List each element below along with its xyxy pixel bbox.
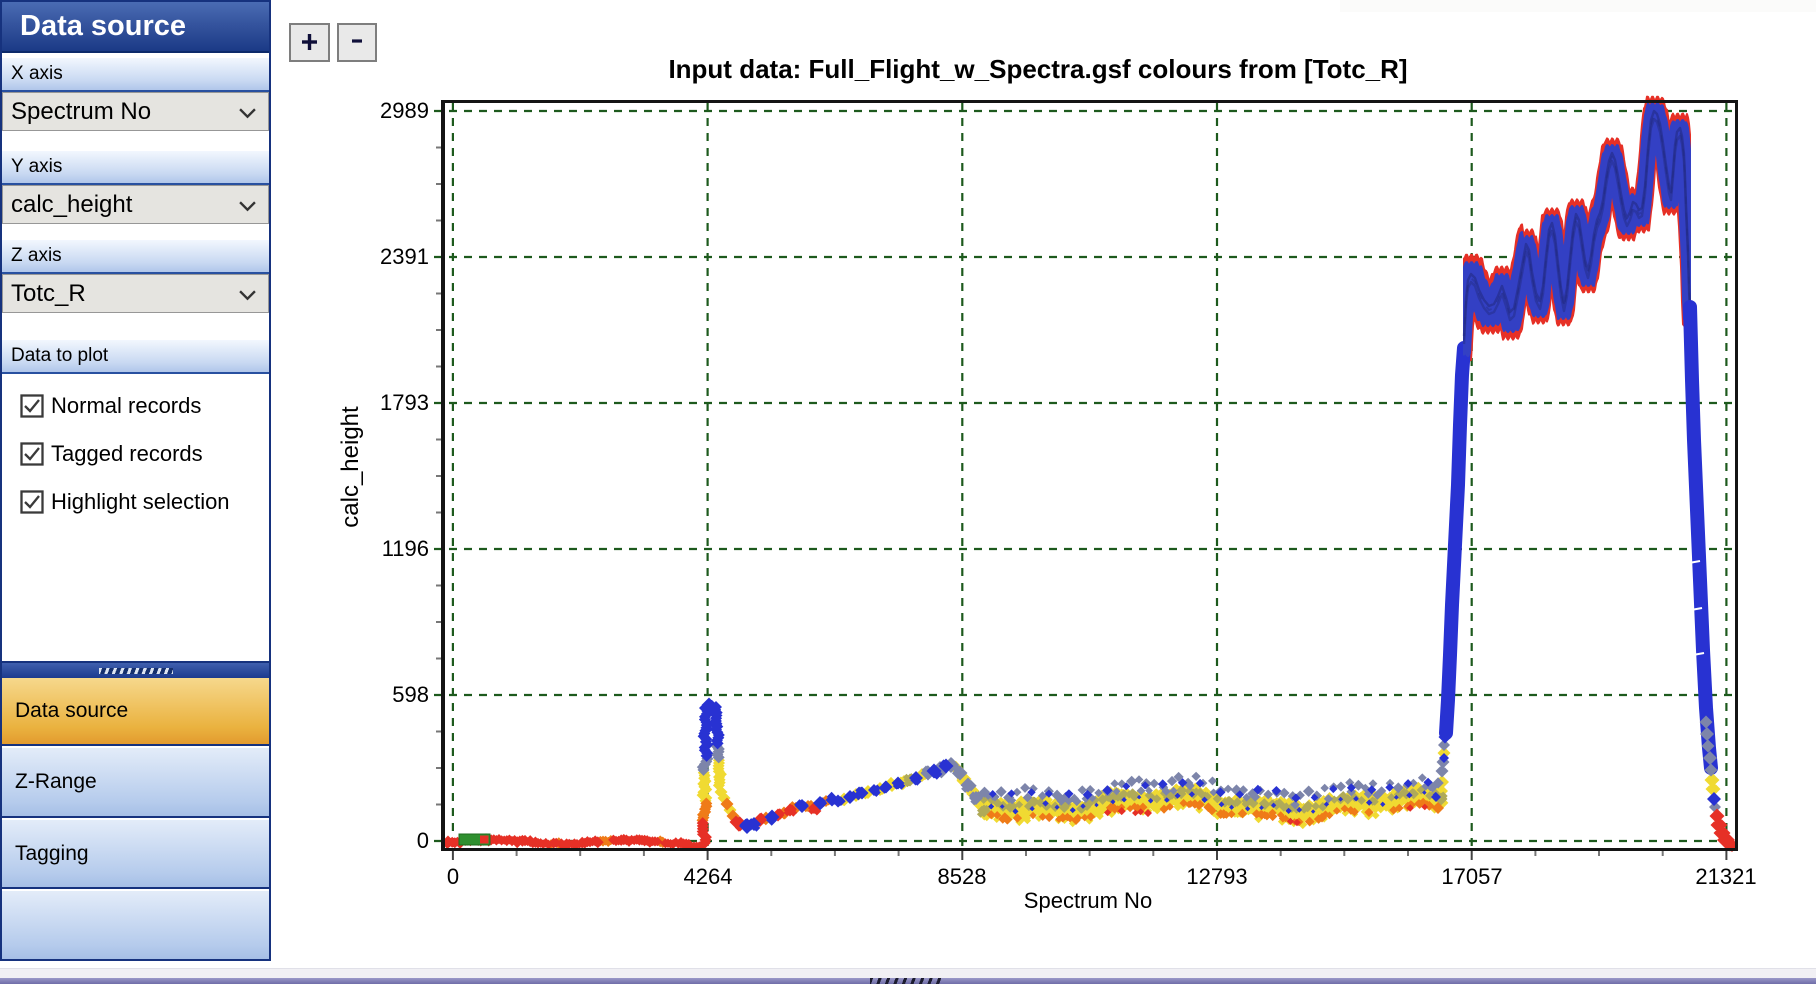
svg-text:1793: 1793 [380,390,429,415]
svg-text:2989: 2989 [380,98,429,123]
svg-text:8528: 8528 [938,864,987,889]
svg-text:12793: 12793 [1186,864,1247,889]
svg-text:0: 0 [447,864,459,889]
svg-text:21321: 21321 [1695,864,1756,889]
svg-text:Spectrum No: Spectrum No [1024,888,1152,913]
svg-text:2391: 2391 [380,244,429,269]
svg-text:598: 598 [392,682,429,707]
svg-text:calc_height: calc_height [337,406,364,528]
svg-text:0: 0 [417,828,429,853]
svg-text:17057: 17057 [1441,864,1502,889]
svg-text:1196: 1196 [382,536,429,561]
svg-text:4264: 4264 [684,864,733,889]
